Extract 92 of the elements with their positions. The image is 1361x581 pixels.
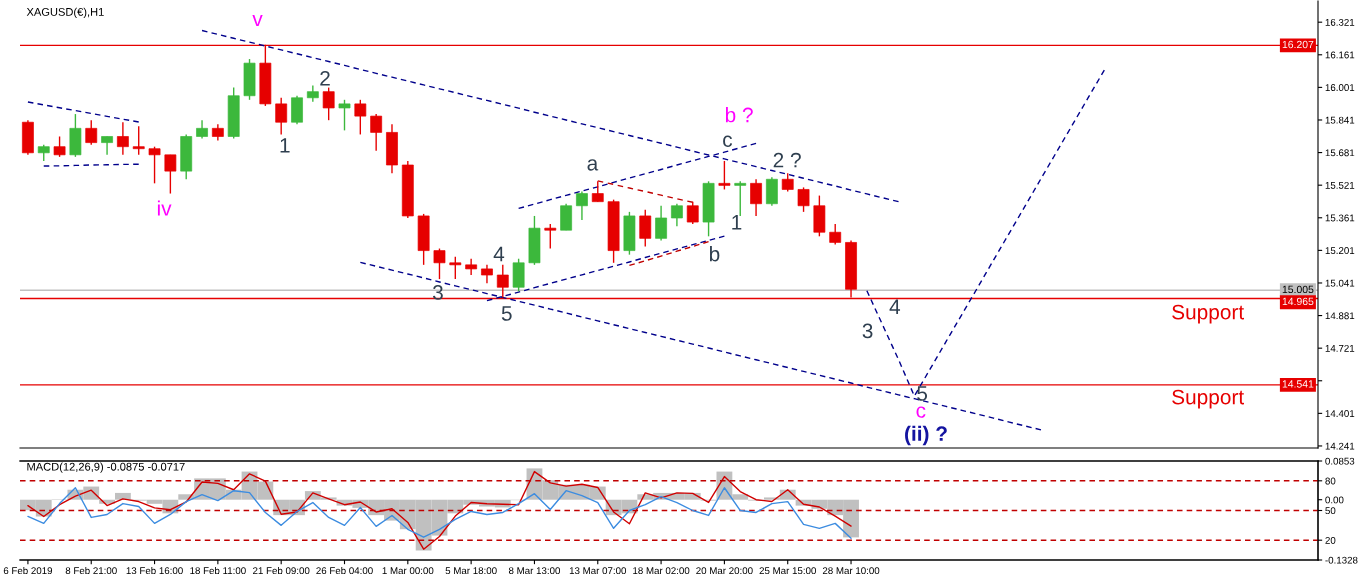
ref-line-label: 15.005	[1282, 285, 1314, 294]
annotation: (ii) ?	[905, 425, 947, 446]
annotation: Support	[1172, 304, 1244, 324]
annotation: 3	[862, 323, 873, 339]
x-tick-label: 21 Feb 09:00	[253, 566, 310, 575]
annotation: Support	[1172, 389, 1244, 409]
candlestick	[148, 145, 161, 185]
candlestick	[370, 113, 383, 152]
candlestick	[164, 154, 177, 195]
ref-line-label: 14.965	[1282, 297, 1314, 306]
y-tick-label: 15.841	[1325, 116, 1355, 124]
annotation: v	[252, 15, 263, 27]
candlestick	[797, 186, 810, 213]
line-series	[597, 180, 694, 203]
candlestick	[655, 205, 667, 242]
y-tick-label: 15.521	[1325, 181, 1355, 189]
annotation: 5	[917, 386, 928, 401]
candlestick	[781, 172, 794, 193]
ref-line-label: 14.541	[1282, 380, 1314, 388]
chart-title: MACD(12,26,9) -0.0875 -0.0717	[27, 462, 185, 473]
candlestick	[639, 209, 652, 248]
annotation: a	[587, 159, 599, 171]
annotation: iv	[157, 200, 172, 216]
candlestick	[544, 223, 557, 250]
annotation: b	[709, 246, 720, 262]
y-tick-label: 14.401	[1325, 410, 1355, 417]
candlestick	[750, 178, 762, 217]
y-tick-label: 14.881	[1325, 312, 1355, 320]
candlestick	[829, 223, 842, 246]
candlestick	[132, 125, 145, 156]
candlestick	[101, 135, 113, 156]
candlestick	[671, 203, 683, 227]
y-tick-label: 14.721	[1325, 344, 1355, 352]
x-tick-label: 13 Mar 07:00	[569, 567, 627, 575]
annotation: 1	[732, 215, 742, 230]
candlestick	[433, 247, 446, 280]
y2-tick-label: 50	[1325, 507, 1336, 515]
ref-line-label: 16.207	[1282, 40, 1314, 49]
annotation: 4	[889, 299, 901, 314]
candlestick	[591, 180, 604, 203]
line-series	[628, 240, 710, 267]
annotation: c	[723, 135, 733, 147]
annotation: 5	[501, 306, 512, 321]
y-tick-label: 15.201	[1325, 247, 1355, 254]
annotation: b ?	[725, 107, 753, 123]
y-tick-label: 16.161	[1325, 51, 1355, 59]
candlestick	[85, 119, 98, 146]
annotation: c	[916, 406, 926, 418]
annotation: 2 ?	[773, 152, 801, 168]
candlestick	[354, 99, 367, 136]
x-tick-label: 6 Feb 2019	[3, 566, 53, 575]
x-tick-label: 8 Mar 13:00	[508, 567, 561, 575]
y-tick-label: 0.00	[1325, 496, 1344, 504]
x-tick-label: 8 Feb 21:00	[65, 566, 117, 575]
x-tick-label: 13 Feb 16:00	[126, 566, 183, 575]
x-tick-label: 25 Mar 15:00	[759, 567, 816, 575]
annotation: 3	[432, 285, 443, 300]
x-tick-label: 18 Mar 02:00	[633, 567, 690, 575]
candlestick	[576, 190, 588, 221]
candlestick	[53, 135, 66, 158]
y2-tick-label: 80	[1325, 477, 1336, 485]
y-tick-label: 16.321	[1325, 18, 1355, 26]
y-tick-label: 15.681	[1325, 149, 1355, 157]
annotation: 2	[320, 70, 330, 86]
annotation: 1	[280, 138, 290, 153]
x-tick-label: 26 Feb 04:00	[316, 566, 373, 575]
line-series	[27, 487, 852, 539]
candlestick	[117, 121, 129, 156]
text: XAGUSD(€),H1	[26, 7, 104, 19]
candlestick	[686, 200, 699, 225]
annotation: 4	[493, 246, 505, 262]
candlestick	[196, 119, 208, 140]
x-tick-label: 28 Mar 10:00	[822, 567, 880, 575]
x-tick-label: 20 Mar 20:00	[696, 567, 753, 575]
candlestick	[322, 86, 335, 121]
candlestick	[275, 97, 288, 136]
y-tick-label: 15.361	[1325, 214, 1355, 222]
line-series	[27, 101, 140, 123]
candlestick	[449, 255, 462, 280]
candlestick	[734, 180, 747, 217]
y-tick-label: -0.1328	[1325, 556, 1358, 564]
y2-tick-label: 20	[1325, 536, 1336, 544]
x-tick-label: 1 Mar 00:00	[382, 567, 434, 575]
x-tick-label: 5 Mar 18:00	[445, 567, 497, 575]
y-tick-label: 16.001	[1325, 84, 1355, 91]
candlestick	[338, 99, 351, 132]
candlestick	[481, 264, 493, 284]
y-tick-label: 15.041	[1325, 279, 1355, 287]
y-tick-label: 14.241	[1325, 442, 1355, 450]
x-tick-label: 18 Feb 11:00	[190, 566, 246, 575]
y-tick-label: 0.0853	[1325, 457, 1355, 465]
candlestick	[718, 160, 731, 191]
